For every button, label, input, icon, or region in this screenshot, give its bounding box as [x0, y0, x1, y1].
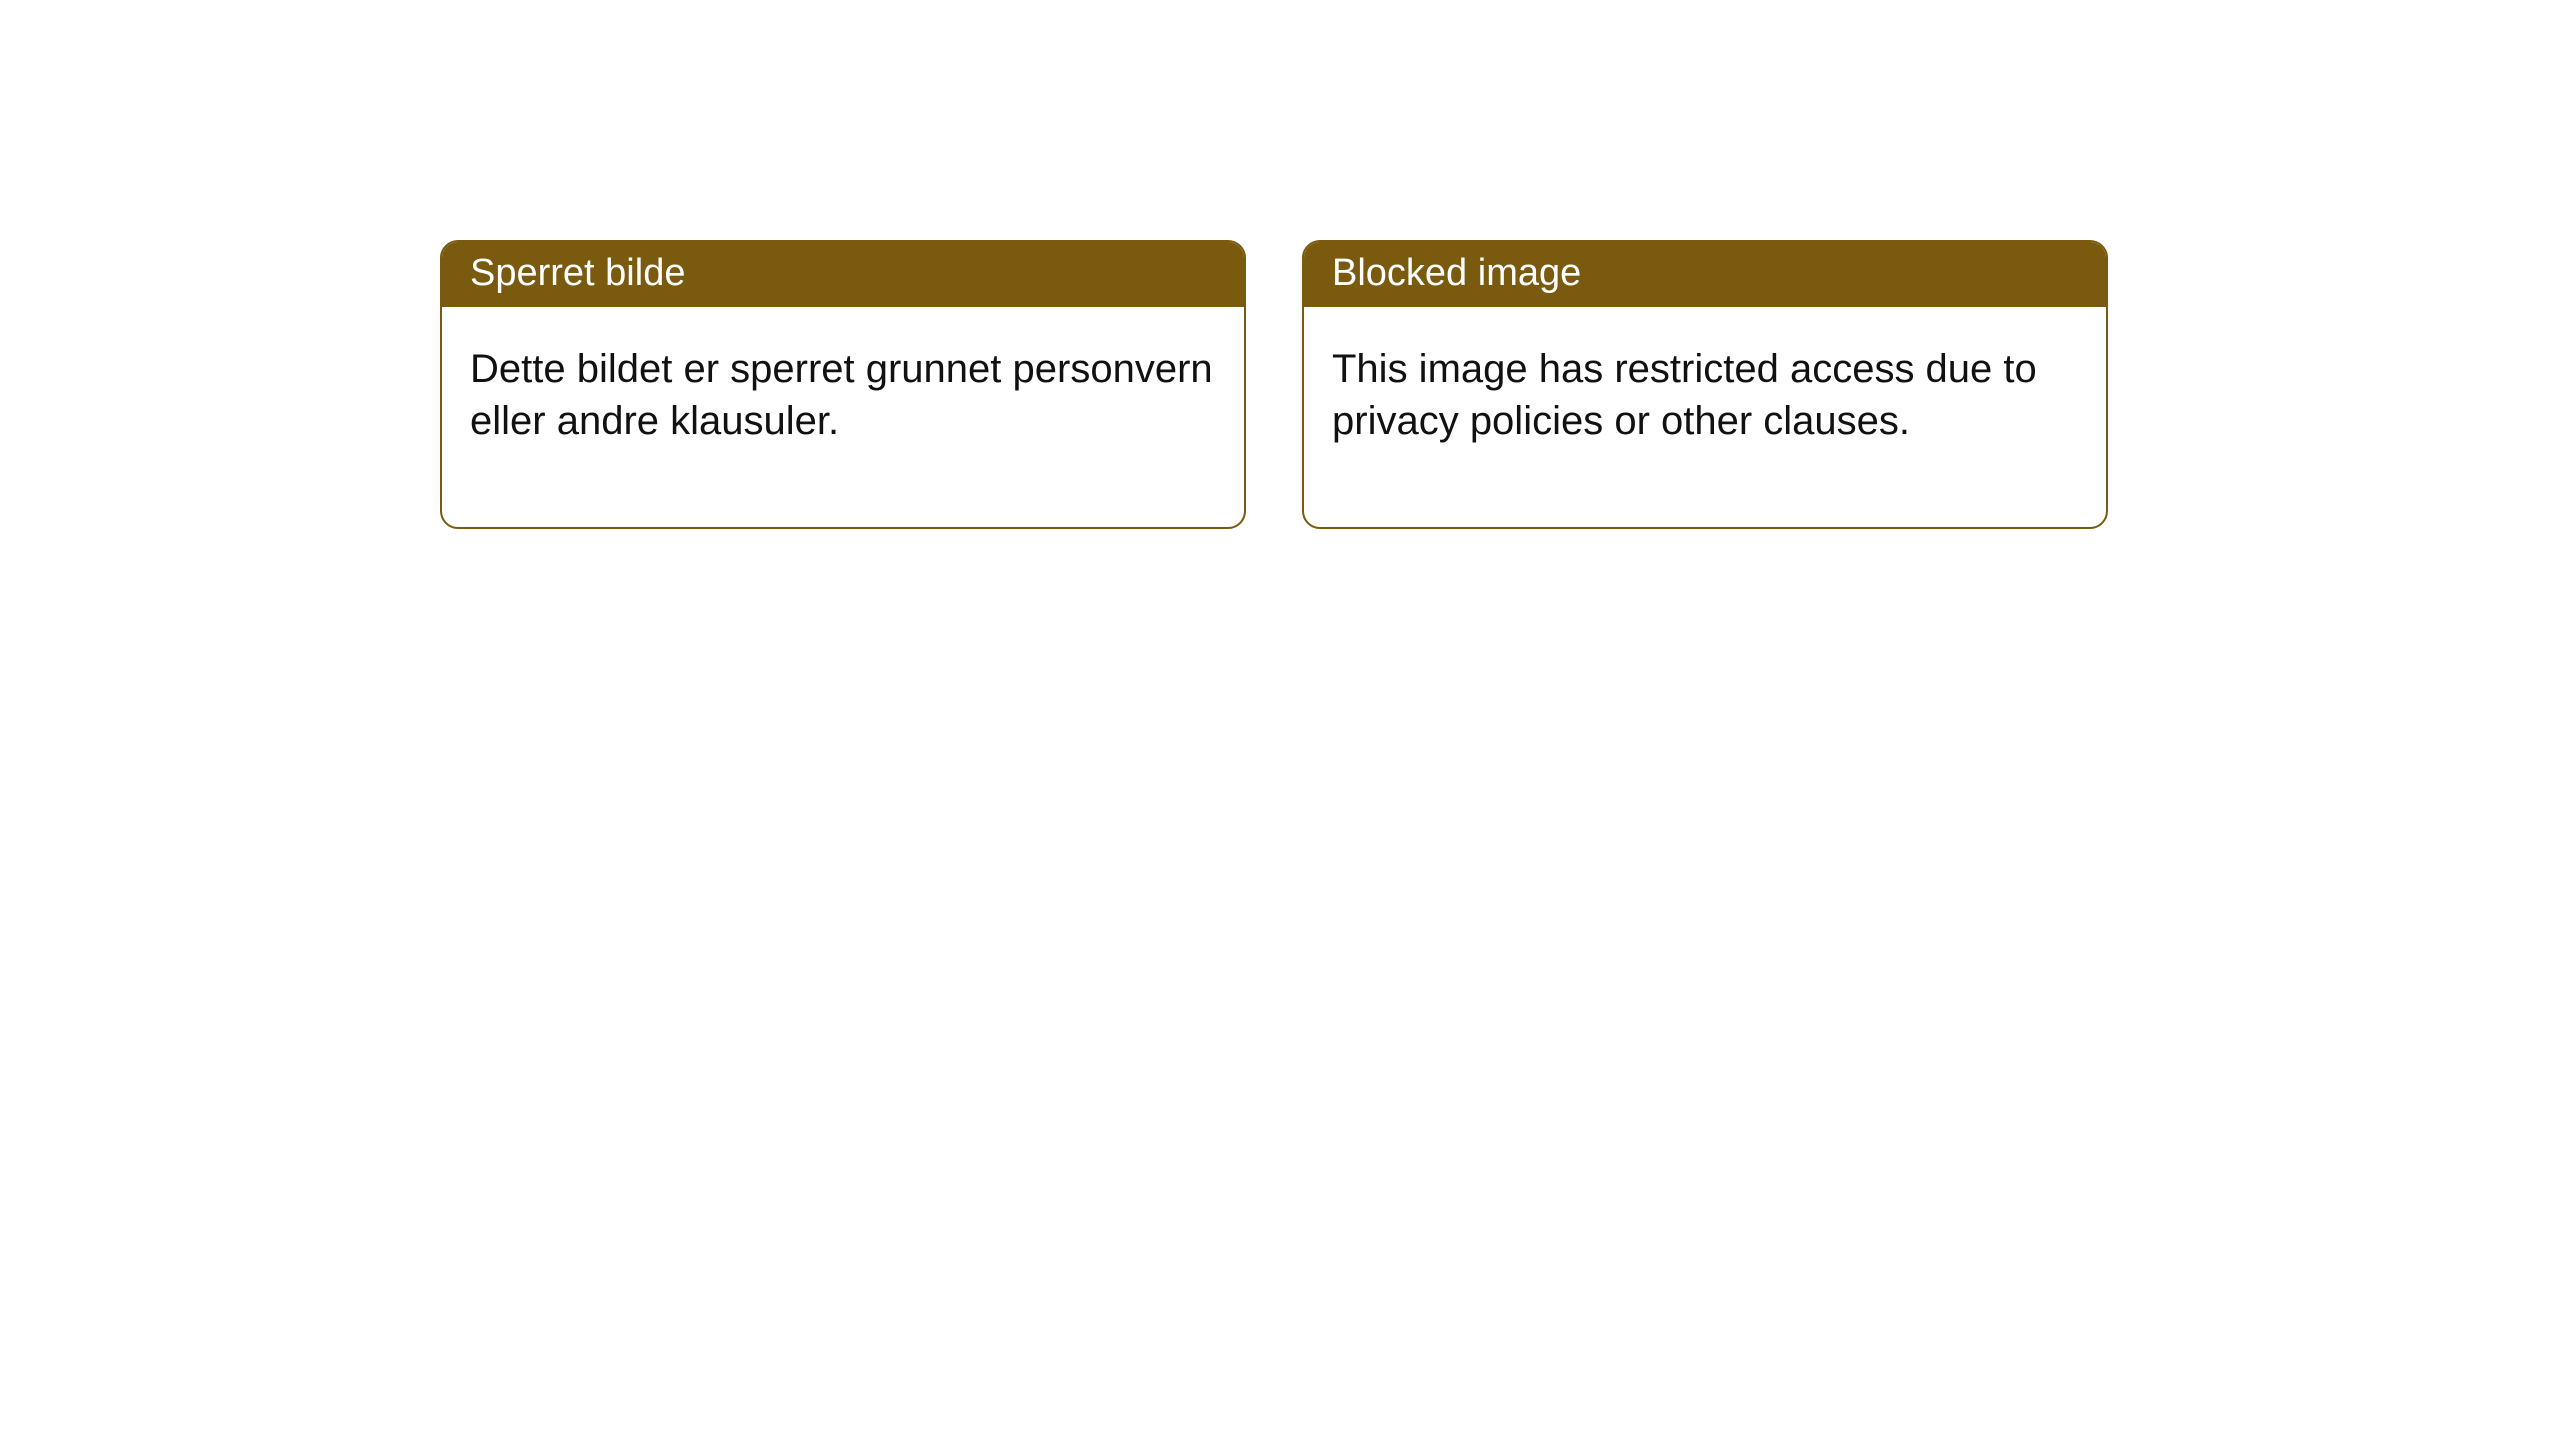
card-body-en: This image has restricted access due to …: [1304, 307, 2106, 527]
blocked-image-card-no: Sperret bilde Dette bildet er sperret gr…: [440, 240, 1246, 529]
card-header-en: Blocked image: [1304, 242, 2106, 307]
blocked-image-card-en: Blocked image This image has restricted …: [1302, 240, 2108, 529]
notice-container: Sperret bilde Dette bildet er sperret gr…: [0, 0, 2560, 529]
card-header-no: Sperret bilde: [442, 242, 1244, 307]
card-body-no: Dette bildet er sperret grunnet personve…: [442, 307, 1244, 527]
